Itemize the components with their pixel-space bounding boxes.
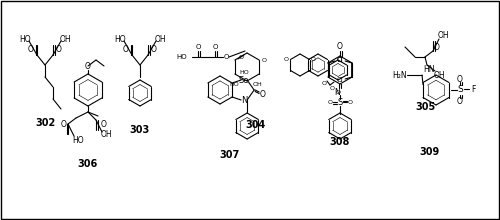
Text: O: O [457,75,463,84]
Text: H₂N: H₂N [392,70,407,79]
Text: Se: Se [239,75,250,84]
Text: OH: OH [433,70,445,79]
Text: S: S [457,84,463,94]
Text: Cl: Cl [336,57,344,63]
Text: O: O [85,62,91,70]
Text: O: O [348,99,352,104]
Text: OH: OH [252,81,262,86]
Text: HO: HO [114,35,126,44]
Text: O: O [322,81,326,86]
Text: 305: 305 [415,102,435,112]
Text: O: O [238,55,244,59]
Text: O: O [212,44,218,50]
Text: O: O [101,119,107,128]
Text: Cl: Cl [336,57,344,63]
Text: N: N [334,88,340,97]
Text: 303: 303 [130,125,150,135]
Text: O: O [224,54,228,60]
Text: O: O [328,99,332,104]
Text: O: O [28,44,34,53]
Text: O: O [61,119,67,128]
Text: 309: 309 [420,147,440,157]
Text: 304: 304 [245,120,265,130]
Text: O: O [196,44,200,50]
Text: HO: HO [72,136,84,145]
Text: O: O [336,90,340,95]
Text: 307: 307 [220,150,240,160]
Text: 308: 308 [330,137,350,147]
Text: O: O [337,42,343,51]
Text: 306: 306 [78,159,98,169]
Text: O: O [457,97,463,106]
Text: O: O [434,42,440,51]
Text: O: O [330,86,334,90]
Text: HO: HO [229,81,239,86]
Text: 302: 302 [35,118,55,128]
Text: O: O [151,44,157,53]
Text: HN: HN [423,64,435,73]
Text: OH: OH [59,35,71,44]
Text: O: O [311,57,316,62]
Text: S: S [338,97,342,106]
Text: F: F [471,84,475,94]
Text: Cl: Cl [336,77,344,83]
Text: O: O [262,57,266,62]
Text: OH: OH [437,31,449,40]
Text: N: N [241,95,248,104]
Text: O: O [123,44,129,53]
Text: HO: HO [176,54,187,60]
Text: OH: OH [100,130,112,139]
Text: OH: OH [154,35,166,44]
Text: O: O [284,57,289,62]
Text: HO: HO [240,70,249,75]
Text: O: O [259,90,265,99]
Text: HO: HO [19,35,31,44]
Text: O: O [56,44,62,53]
